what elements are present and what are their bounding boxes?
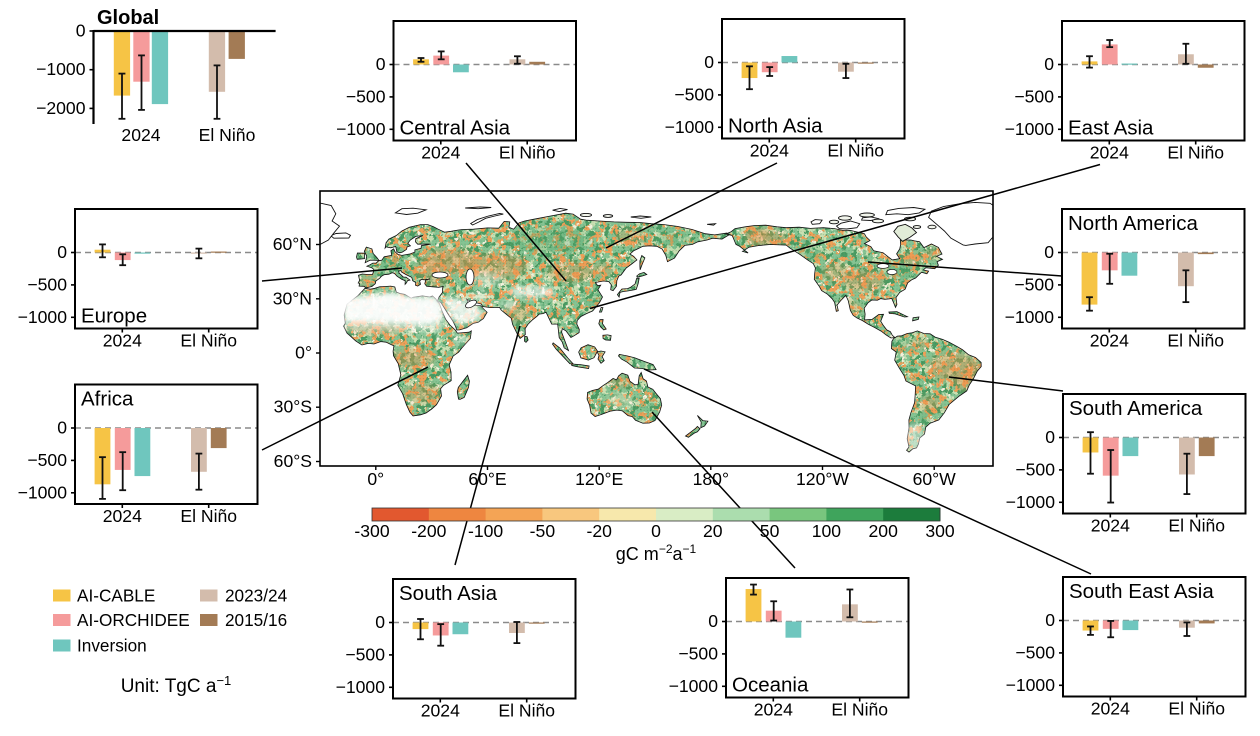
svg-text:AI-CABLE: AI-CABLE (77, 586, 155, 606)
svg-text:−500: −500 (1014, 274, 1054, 294)
svg-text:2024: 2024 (1090, 331, 1129, 351)
svg-text:0: 0 (1044, 54, 1054, 74)
svg-text:−1000: −1000 (336, 677, 386, 697)
svg-text:−1000: −1000 (669, 676, 719, 696)
svg-text:−1000: −1000 (18, 307, 68, 327)
svg-text:2024: 2024 (1091, 699, 1130, 719)
svg-text:El Niño: El Niño (180, 506, 237, 526)
svg-text:100: 100 (812, 521, 842, 541)
svg-text:AI-ORCHIDEE: AI-ORCHIDEE (77, 610, 190, 630)
svg-text:−1000: −1000 (665, 117, 715, 137)
svg-text:0: 0 (708, 611, 718, 631)
svg-text:Europe: Europe (81, 305, 147, 328)
svg-text:−500: −500 (345, 644, 385, 664)
svg-text:0: 0 (651, 521, 661, 541)
svg-text:−500: −500 (27, 450, 67, 470)
svg-text:50: 50 (760, 521, 780, 541)
svg-text:2024: 2024 (103, 331, 142, 351)
svg-text:El Niño: El Niño (498, 701, 555, 721)
svg-text:El Niño: El Niño (499, 143, 556, 163)
svg-text:−1000: −1000 (1006, 675, 1056, 695)
svg-text:−1000: −1000 (36, 59, 86, 79)
svg-text:−500: −500 (27, 274, 67, 294)
svg-text:−500: −500 (678, 643, 718, 663)
svg-text:0: 0 (376, 54, 386, 74)
svg-text:−500: −500 (1014, 86, 1054, 106)
svg-text:30°S: 30°S (274, 397, 312, 417)
svg-text:2024: 2024 (421, 701, 460, 721)
svg-text:120°W: 120°W (796, 469, 849, 489)
svg-text:60°W: 60°W (913, 469, 957, 489)
svg-text:2024: 2024 (421, 143, 460, 163)
svg-text:60°N: 60°N (273, 234, 312, 254)
svg-text:120°E: 120°E (575, 469, 623, 489)
svg-text:0: 0 (704, 52, 714, 72)
svg-text:0°: 0° (367, 469, 384, 489)
svg-text:0: 0 (1045, 427, 1055, 447)
svg-text:El Niño: El Niño (180, 331, 237, 351)
svg-text:2024: 2024 (1091, 516, 1130, 536)
svg-text:0: 0 (1044, 242, 1054, 262)
svg-text:Central Asia: Central Asia (400, 117, 511, 140)
svg-text:0: 0 (76, 21, 86, 41)
svg-text:South Asia: South Asia (399, 582, 498, 605)
svg-text:El Niño: El Niño (827, 141, 884, 161)
svg-text:East Asia: East Asia (1068, 117, 1154, 140)
svg-text:El Niño: El Niño (1168, 516, 1225, 536)
svg-text:-20: -20 (586, 521, 612, 541)
svg-text:-100: -100 (468, 521, 503, 541)
svg-text:2024: 2024 (750, 141, 789, 161)
svg-text:2015/16: 2015/16 (225, 610, 287, 630)
svg-text:200: 200 (869, 521, 899, 541)
svg-text:30°N: 30°N (273, 288, 312, 308)
svg-text:0: 0 (375, 612, 385, 632)
svg-text:-50: -50 (530, 521, 556, 541)
svg-text:Unit: TgC a−1: Unit: TgC a−1 (121, 673, 232, 698)
svg-text:−1000: −1000 (1005, 307, 1055, 327)
svg-text:180°: 180° (693, 469, 729, 489)
svg-text:Africa: Africa (81, 388, 134, 411)
svg-text:Oceania: Oceania (732, 674, 809, 697)
svg-text:El Niño: El Niño (1167, 143, 1224, 163)
svg-text:2024: 2024 (754, 700, 793, 720)
svg-text:0°: 0° (295, 343, 312, 363)
svg-text:300: 300 (925, 521, 955, 541)
svg-text:−1000: −1000 (336, 119, 386, 139)
svg-text:−500: −500 (1015, 459, 1055, 479)
svg-text:-200: -200 (411, 521, 446, 541)
svg-text:0: 0 (1045, 610, 1055, 630)
svg-text:gC m−2a−1: gC m−2a−1 (616, 542, 697, 564)
svg-text:-300: -300 (354, 521, 389, 541)
svg-text:2024: 2024 (103, 506, 142, 526)
svg-text:Inversion: Inversion (77, 636, 147, 656)
svg-text:North America: North America (1068, 212, 1198, 235)
svg-text:El Niño: El Niño (199, 125, 256, 145)
svg-text:Global: Global (97, 7, 159, 29)
svg-text:−500: −500 (674, 84, 714, 104)
svg-text:−500: −500 (1015, 642, 1055, 662)
svg-text:0: 0 (57, 418, 67, 438)
svg-text:2024: 2024 (1090, 143, 1129, 163)
svg-text:0: 0 (57, 242, 67, 262)
svg-text:El Niño: El Niño (1168, 699, 1225, 719)
svg-text:−1000: −1000 (18, 482, 68, 502)
svg-text:2024: 2024 (121, 125, 160, 145)
svg-text:2023/24: 2023/24 (225, 586, 288, 606)
svg-text:20: 20 (703, 521, 723, 541)
svg-text:−1000: −1000 (1005, 119, 1055, 139)
svg-text:−2000: −2000 (36, 98, 86, 118)
svg-text:60°E: 60°E (468, 469, 506, 489)
svg-text:North Asia: North Asia (728, 115, 823, 138)
svg-text:El Niño: El Niño (831, 700, 888, 720)
svg-text:−1000: −1000 (1006, 492, 1056, 512)
svg-text:60°S: 60°S (274, 451, 312, 471)
svg-text:South America: South America (1069, 397, 1203, 420)
svg-text:South East Asia: South East Asia (1069, 580, 1214, 603)
svg-text:−500: −500 (346, 86, 386, 106)
svg-text:El Niño: El Niño (1167, 331, 1224, 351)
